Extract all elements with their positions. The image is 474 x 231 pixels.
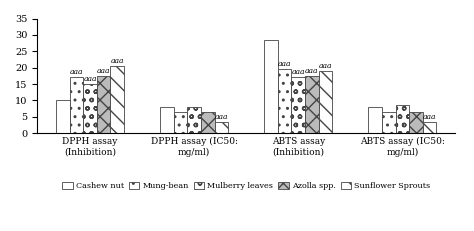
Bar	[187, 107, 201, 133]
Bar	[368, 107, 382, 133]
Bar	[97, 76, 110, 133]
Bar	[319, 71, 332, 133]
Bar	[382, 112, 396, 133]
Text: aaa: aaa	[83, 75, 97, 83]
Bar	[396, 105, 409, 133]
Text: aaa: aaa	[278, 60, 292, 68]
Bar	[215, 122, 228, 133]
Bar	[160, 107, 174, 133]
Text: aaa: aaa	[423, 113, 436, 121]
Text: aaa: aaa	[319, 62, 332, 70]
Text: aaa: aaa	[110, 57, 124, 65]
Bar	[110, 66, 124, 133]
Text: aaa: aaa	[70, 68, 83, 76]
Bar	[201, 112, 215, 133]
Text: aaa: aaa	[97, 67, 110, 75]
Legend: Cashew nut, Mung-bean, Mulberry leaves, Azolla spp., Sunflower Sprouts: Cashew nut, Mung-bean, Mulberry leaves, …	[59, 178, 434, 193]
Text: aaa: aaa	[292, 68, 305, 76]
Text: aaa: aaa	[305, 67, 319, 75]
Bar	[264, 40, 278, 133]
Text: aaa: aaa	[215, 113, 228, 121]
Bar	[423, 122, 437, 133]
Bar	[56, 100, 70, 133]
Bar	[278, 69, 292, 133]
Bar	[83, 84, 97, 133]
Bar	[292, 77, 305, 133]
Bar	[305, 76, 319, 133]
Bar	[409, 112, 423, 133]
Bar	[70, 77, 83, 133]
Bar	[174, 112, 187, 133]
